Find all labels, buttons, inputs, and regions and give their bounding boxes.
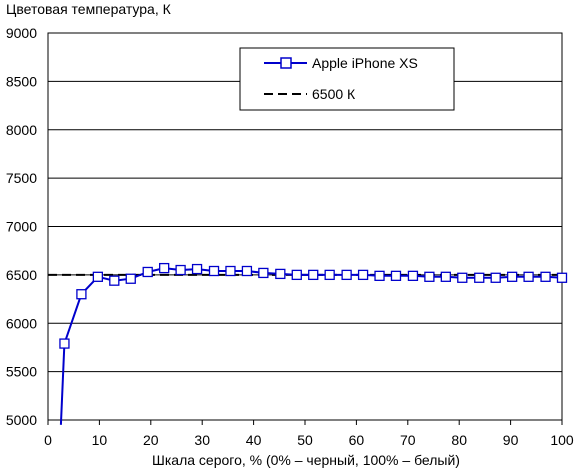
x-axis-title: Шкала серого, % (0% – черный, 100% – бел… [152,452,460,468]
data-point [159,262,170,274]
data-point [324,269,335,281]
y-tick-label: 7000 [6,219,37,235]
data-point [424,271,435,282]
x-tick-label: 20 [143,432,159,448]
data-point [474,272,485,283]
data-point [523,271,534,282]
data-point [225,265,236,277]
data-point [407,270,419,281]
series-line-iphone-xs [59,267,563,425]
data-point [390,270,402,281]
data-point [490,272,501,283]
data-point [540,271,551,282]
y-tick-label: 9000 [6,25,37,41]
data-point [457,272,468,283]
x-tick-label: 50 [297,432,313,448]
data-point [241,265,253,277]
data-point [506,271,518,282]
x-tick-label: 100 [550,432,574,448]
data-point [109,275,120,286]
data-point [341,269,352,281]
x-tick-label: 80 [451,432,467,448]
y-tick-labels: 5000 5500 6000 6500 7000 7500 8000 8500 9000 [6,25,37,428]
series-layer [48,262,568,425]
data-point [275,268,286,280]
data-point [308,269,319,281]
data-point [92,271,104,282]
y-axis-title: Цветовая температура, К [6,1,172,17]
y-tick-label: 6500 [6,267,37,283]
data-point [291,269,302,281]
legend-label-series-1: Apple iPhone XS [312,55,418,71]
y-tick-label: 5500 [6,364,37,380]
data-point [76,289,87,300]
data-point [59,338,70,349]
data-point [208,265,220,277]
x-tick-label: 60 [349,432,365,448]
legend: Apple iPhone XS 6500 К [239,47,455,111]
x-tick-label: 70 [400,432,416,448]
data-point [125,273,136,284]
data-point [142,266,153,278]
data-point [175,264,186,276]
y-tick-label: 8000 [6,122,37,138]
legend-label-series-2: 6500 К [312,86,356,102]
legend-marker-series-1 [280,57,292,69]
x-tick-label: 90 [503,432,519,448]
x-tick-label: 30 [194,432,210,448]
data-point [258,267,269,279]
x-tick-label: 40 [246,432,262,448]
data-point [191,263,203,275]
data-point [357,269,369,281]
legend-box [239,47,455,111]
y-tick-label: 8500 [6,73,37,89]
data-point [556,272,568,283]
x-tick-label: 0 [44,432,52,448]
data-point [440,271,451,282]
y-tick-label: 7500 [6,170,37,186]
y-tick-label: 5000 [6,412,37,428]
y-tick-label: 6000 [6,315,37,331]
x-tick-labels: 0 10 20 30 40 50 60 70 80 90 100 [44,420,574,448]
x-tick-label: 10 [92,432,108,448]
data-point [374,270,385,281]
